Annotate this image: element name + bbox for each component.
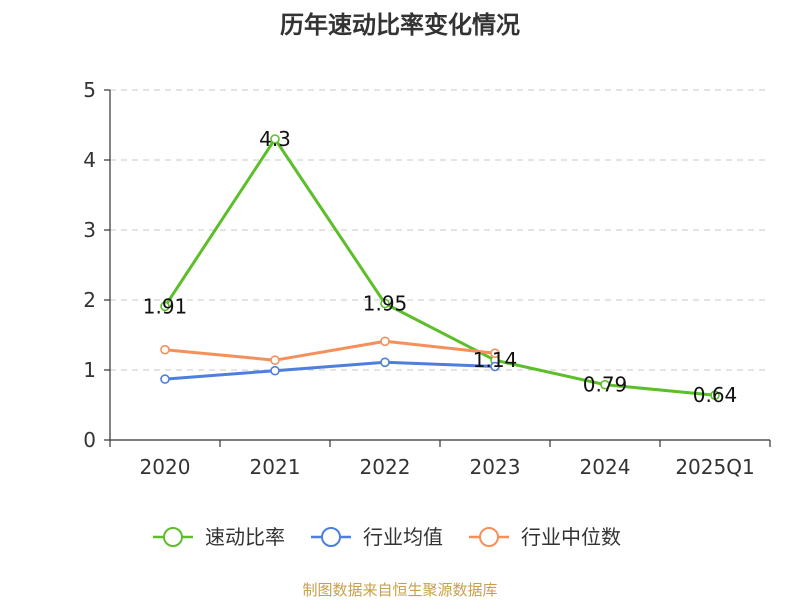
data-point[interactable] (270, 355, 280, 366)
legend-item-3[interactable]: 行业中位数 (469, 525, 621, 549)
data-label: 0.64 (693, 383, 738, 407)
y-tick-label: 2 (83, 288, 96, 312)
series-lines (160, 134, 720, 401)
legend-item-1[interactable]: 速动比率 (153, 525, 285, 549)
legend-label: 行业均值 (363, 525, 443, 549)
legend-label: 速动比率 (205, 525, 285, 549)
data-point[interactable] (380, 357, 390, 368)
x-tick-label: 2021 (250, 455, 301, 479)
y-tick-label: 5 (83, 78, 96, 102)
data-point[interactable] (490, 361, 500, 372)
data-point[interactable] (160, 301, 170, 312)
x-tick-label: 2022 (360, 455, 411, 479)
data-point[interactable] (710, 390, 720, 401)
data-label: 1.95 (363, 292, 408, 316)
data-label: 1.14 (473, 348, 518, 372)
y-tick-label: 1 (83, 358, 96, 382)
x-tick-label: 2023 (470, 455, 521, 479)
x-tick-label: 2020 (140, 455, 191, 479)
series-line-1 (163, 137, 716, 397)
x-tick-label: 2025Q1 (675, 455, 754, 479)
data-point[interactable] (270, 134, 280, 144)
y-tick-label: 0 (83, 428, 96, 452)
data-label: 0.79 (583, 373, 628, 397)
legend[interactable]: 速动比率 行业均值 行业中位数 (153, 525, 621, 549)
legend-marker (321, 527, 341, 547)
y-tick-label: 3 (83, 218, 96, 242)
source-note: 制图数据来自恒生聚源数据库 (302, 581, 497, 599)
axes: 0 1 2 3 4 5 2020 2021 2022 2023 2024 2025Q1 (83, 78, 771, 479)
data-point[interactable] (380, 336, 390, 347)
data-label: 4.3 (259, 127, 291, 151)
legend-item-2[interactable]: 行业均值 (311, 525, 443, 549)
y-tick-label: 4 (83, 148, 96, 172)
data-point[interactable] (380, 298, 390, 309)
data-point[interactable] (490, 348, 500, 359)
data-point[interactable] (160, 344, 170, 355)
legend-marker (479, 527, 499, 547)
series-line-3 (164, 339, 496, 362)
grid-lines (110, 89, 770, 371)
legend-label: 行业中位数 (521, 525, 621, 549)
data-labels: 1.91 4.3 1.95 1.14 0.79 0.64 (143, 127, 738, 407)
data-point[interactable] (270, 365, 280, 376)
x-tick-label: 2024 (580, 455, 631, 479)
data-label: 1.91 (143, 294, 188, 318)
series-line-2 (164, 360, 496, 381)
data-point[interactable] (160, 374, 170, 384)
data-point[interactable] (600, 379, 610, 390)
chart-title: 历年速动比率变化情况 (280, 11, 520, 39)
legend-marker (163, 527, 183, 547)
